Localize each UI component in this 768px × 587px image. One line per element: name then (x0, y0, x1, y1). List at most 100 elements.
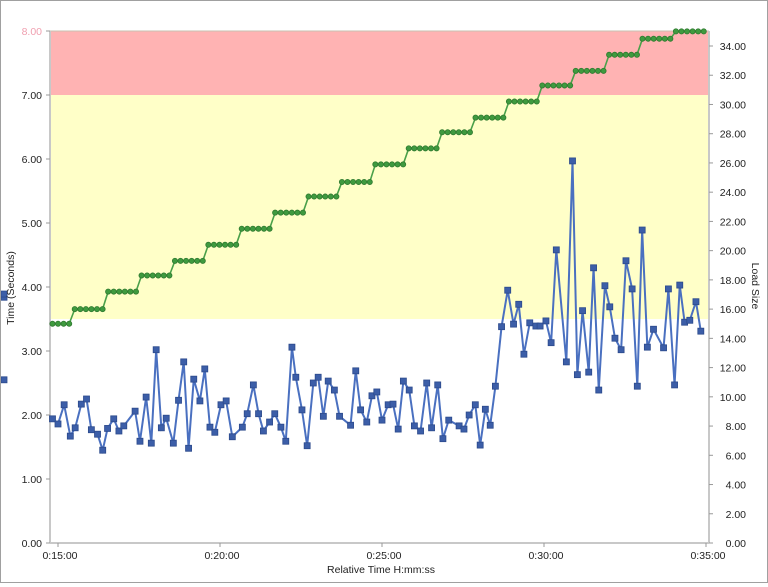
response-time-marker (405, 386, 413, 394)
load-size-marker (88, 306, 95, 313)
load-size-marker (244, 225, 251, 232)
y2-tick-label: 14.00 (720, 333, 746, 345)
load-size-marker (188, 257, 195, 264)
x-tick-label: 0:35:00 (690, 550, 725, 562)
response-time-marker (288, 343, 296, 351)
load-size-marker (216, 241, 223, 248)
load-size-marker (539, 82, 546, 89)
load-size-marker (171, 257, 178, 264)
load-size-marker (550, 82, 557, 89)
response-time-marker (185, 444, 192, 452)
response-time-marker (115, 427, 123, 435)
response-time-marker (319, 412, 327, 420)
response-time-marker (476, 441, 484, 449)
response-time-marker (298, 406, 306, 414)
response-time-marker (282, 437, 290, 445)
load-size-marker (283, 209, 290, 216)
response-time-marker (491, 382, 499, 390)
response-time-marker (196, 397, 204, 405)
response-time-marker (120, 422, 128, 430)
load-size-marker (222, 241, 229, 248)
load-size-marker (99, 306, 106, 313)
response-time-marker (628, 285, 636, 293)
load-size-marker (94, 306, 101, 313)
response-time-marker (486, 421, 494, 429)
response-time-marker (665, 285, 672, 293)
threshold-bands (50, 30, 709, 319)
response-time-marker (562, 358, 570, 366)
load-size-marker (294, 209, 301, 216)
y2-tick-label: 12.00 (720, 363, 746, 375)
response-time-marker (650, 325, 657, 333)
load-size-marker (138, 272, 145, 279)
response-time-marker (336, 412, 343, 420)
load-size-marker (82, 306, 89, 313)
response-time-marker (260, 427, 267, 435)
response-time-marker (94, 430, 101, 438)
load-size-marker (261, 225, 268, 232)
response-time-marker (520, 350, 528, 358)
load-size-marker (355, 178, 362, 185)
response-time-marker (110, 415, 118, 423)
response-time-marker (66, 432, 74, 440)
load-size-marker (110, 288, 117, 295)
x-axis-title: Relative Time H:mm:ss (327, 564, 435, 576)
load-size-marker (455, 129, 462, 136)
load-size-marker (466, 129, 473, 136)
load-size-marker (166, 272, 173, 279)
load-size-marker (472, 114, 479, 121)
y2-tick-label: 18.00 (720, 275, 746, 287)
load-size-marker (327, 193, 334, 200)
load-size-marker (194, 257, 201, 264)
response-time-marker (0, 290, 8, 298)
response-time-marker (314, 373, 322, 381)
load-size-marker (594, 67, 601, 74)
load-size-marker (422, 145, 429, 152)
response-time-marker (201, 365, 209, 373)
response-time-marker (697, 327, 705, 335)
y2-tick-label: 8.00 (726, 421, 747, 433)
response-time-marker (676, 281, 684, 289)
load-size-marker (205, 241, 212, 248)
response-time-marker (363, 418, 371, 426)
load-size-marker (528, 98, 535, 105)
response-time-marker (686, 316, 694, 324)
response-time-marker (277, 423, 285, 431)
load-size-marker (183, 257, 190, 264)
x-tick-label: 0:20:00 (204, 550, 239, 562)
response-time-marker (169, 439, 177, 447)
response-time-marker (104, 425, 111, 432)
response-time-marker (60, 401, 68, 409)
response-time-marker (633, 382, 641, 390)
load-size-marker (544, 82, 551, 89)
response-time-marker (0, 376, 8, 384)
load-size-marker (600, 67, 607, 74)
load-size-marker (299, 209, 306, 216)
load-size-marker (77, 306, 84, 313)
response-time-marker (131, 407, 139, 415)
y2-tick-label: 6.00 (726, 450, 747, 462)
response-time-marker (180, 358, 188, 366)
response-time-marker (547, 339, 555, 347)
load-size-marker (650, 35, 657, 42)
load-size-marker (121, 288, 128, 295)
response-time-marker (399, 377, 407, 385)
load-size-marker (684, 28, 691, 35)
load-size-marker (144, 272, 151, 279)
response-time-marker (552, 246, 560, 254)
response-time-marker (660, 344, 667, 352)
load-size-marker (233, 241, 240, 248)
response-time-marker (526, 319, 534, 327)
load-size-marker (633, 51, 640, 58)
response-time-marker (590, 264, 597, 272)
response-time-marker (573, 371, 581, 379)
load-size-marker (678, 28, 685, 35)
y2-tick-label: 16.00 (720, 304, 746, 316)
y-tick-label: 8.00 (22, 26, 43, 38)
response-time-marker (439, 435, 447, 443)
load-size-marker (444, 129, 451, 136)
response-time-marker (157, 424, 165, 432)
load-size-marker (494, 114, 501, 121)
y-axis-title: Time (Seconds) (5, 251, 17, 325)
